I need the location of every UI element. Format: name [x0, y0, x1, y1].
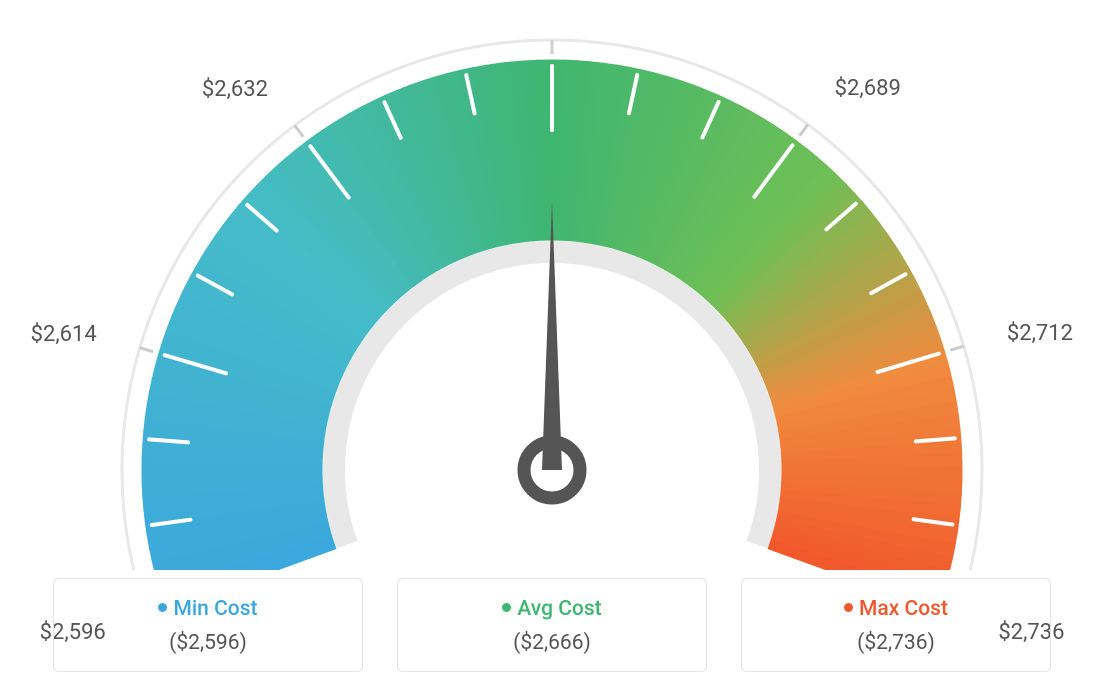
gauge-svg — [52, 30, 1052, 570]
gauge-scale-label: $2,614 — [31, 322, 97, 347]
legend-title-min: Min Cost — [64, 597, 352, 621]
legend-row: Min Cost ($2,596) Avg Cost ($2,666) Max … — [0, 578, 1104, 672]
dot-icon — [844, 603, 853, 612]
gauge-scale-label: $2,712 — [1007, 321, 1073, 346]
gauge-chart: $2,596$2,614$2,632$2,666$2,689$2,712$2,7… — [0, 0, 1104, 550]
legend-title-avg: Avg Cost — [408, 597, 696, 621]
legend-value-min: ($2,596) — [64, 631, 352, 655]
gauge-scale-label: $2,632 — [202, 77, 268, 102]
dot-icon — [502, 603, 511, 612]
legend-value-avg: ($2,666) — [408, 631, 696, 655]
legend-title-text: Min Cost — [173, 597, 257, 621]
gauge-scale-label: $2,689 — [835, 76, 901, 101]
legend-card-avg: Avg Cost ($2,666) — [397, 578, 707, 672]
legend-title-text: Max Cost — [859, 597, 948, 621]
legend-title-max: Max Cost — [752, 597, 1040, 621]
legend-card-min: Min Cost ($2,596) — [53, 578, 363, 672]
dot-icon — [158, 603, 167, 612]
legend-card-max: Max Cost ($2,736) — [741, 578, 1051, 672]
legend-title-text: Avg Cost — [517, 597, 601, 621]
legend-value-max: ($2,736) — [752, 631, 1040, 655]
